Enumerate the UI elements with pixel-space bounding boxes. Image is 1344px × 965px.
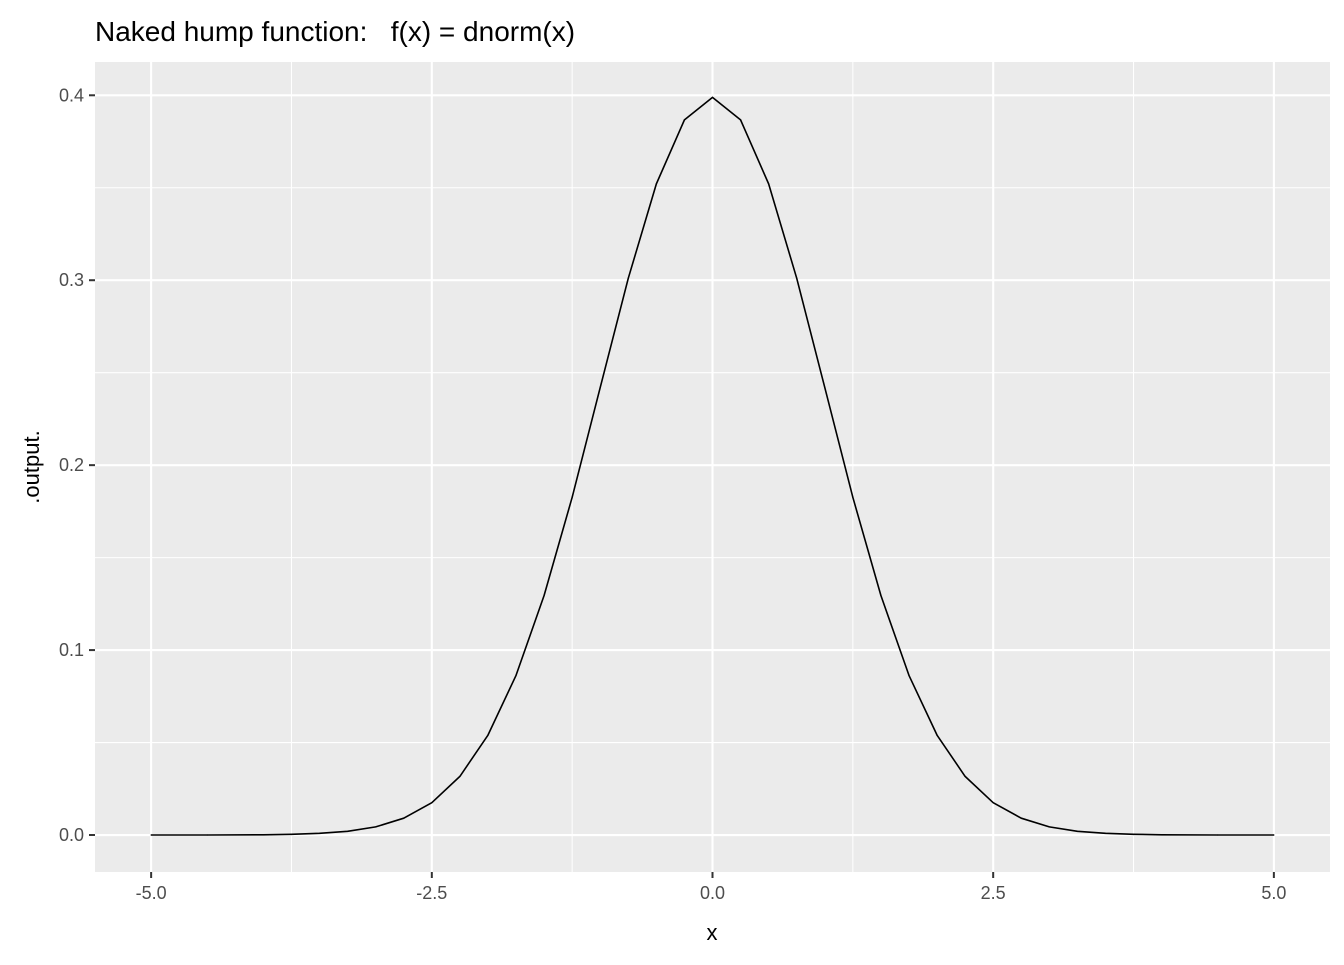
data-point bbox=[1132, 833, 1135, 835]
y-axis: 0.0 0.1 0.2 0.3 0.4 bbox=[59, 85, 95, 845]
data-point bbox=[262, 834, 265, 836]
data-point bbox=[627, 277, 629, 279]
data-point bbox=[992, 802, 994, 804]
data-point bbox=[852, 496, 854, 498]
x-tick-label: 5.0 bbox=[1261, 883, 1286, 903]
data-point bbox=[964, 775, 966, 777]
data-point bbox=[1020, 817, 1022, 819]
data-point bbox=[1160, 834, 1163, 836]
data-point bbox=[459, 775, 461, 777]
data-point bbox=[206, 834, 208, 836]
data-point bbox=[318, 832, 321, 834]
x-tick-label: 2.5 bbox=[981, 883, 1006, 903]
y-tick-label: 0.2 bbox=[59, 455, 84, 475]
data-point bbox=[739, 119, 742, 121]
data-point bbox=[1076, 830, 1078, 832]
data-point bbox=[431, 802, 433, 804]
y-tick-label: 0.4 bbox=[59, 85, 84, 105]
data-point bbox=[796, 277, 798, 279]
x-axis-title: x bbox=[707, 920, 718, 945]
data-point bbox=[347, 830, 349, 832]
data-point bbox=[655, 183, 657, 185]
data-point bbox=[1104, 832, 1107, 834]
x-axis: -5.0 -2.5 0.0 2.5 5.0 bbox=[136, 872, 1286, 903]
data-point bbox=[768, 183, 770, 185]
data-point bbox=[936, 734, 938, 736]
x-tick-label: 0.0 bbox=[700, 883, 725, 903]
series-layer bbox=[150, 96, 1275, 836]
data-point bbox=[908, 674, 910, 677]
y-tick-label: 0.3 bbox=[59, 270, 84, 290]
x-tick-label: -5.0 bbox=[136, 883, 167, 903]
chart-title: Naked hump function: f(x) = dnorm(x) bbox=[95, 16, 575, 47]
data-point bbox=[571, 496, 573, 498]
y-tick-label: 0.0 bbox=[59, 825, 84, 845]
data-point bbox=[403, 817, 405, 819]
data-point bbox=[515, 674, 517, 677]
data-point bbox=[824, 386, 826, 389]
data-point bbox=[487, 734, 489, 736]
data-point bbox=[150, 834, 152, 836]
y-axis-title: .output. bbox=[19, 430, 44, 503]
data-point bbox=[880, 594, 882, 597]
data-point bbox=[1048, 826, 1050, 828]
data-point bbox=[711, 96, 714, 98]
data-point bbox=[1273, 834, 1275, 836]
grid-major bbox=[95, 62, 1330, 872]
data-point bbox=[543, 594, 545, 597]
data-point bbox=[1217, 834, 1219, 836]
data-point bbox=[290, 833, 293, 835]
x-tick-label: -2.5 bbox=[416, 883, 447, 903]
data-point bbox=[599, 386, 601, 389]
y-tick-label: 0.1 bbox=[59, 640, 84, 660]
data-point bbox=[375, 826, 377, 828]
data-point bbox=[683, 119, 686, 121]
